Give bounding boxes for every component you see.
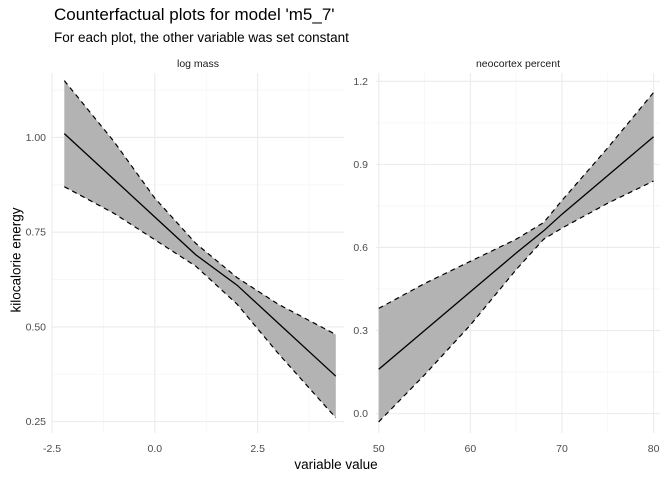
interval-band	[378, 92, 654, 422]
mean-line	[378, 136, 655, 370]
y-tick-label: 0.75	[26, 227, 47, 239]
y-tick-label: 1.2	[353, 76, 368, 88]
upper-bound-line	[378, 92, 655, 309]
chart-subtitle: For each plot, the other variable was se…	[54, 30, 349, 45]
panel-neocortex-percent: neocortex percent 50 60 70 80 0.0 0.3 0.6 0.9 1.2	[353, 58, 660, 455]
y-tick-label: 0.0	[353, 408, 368, 420]
chart-title: Counterfactual plots for model 'm5_7'	[54, 5, 335, 24]
interval-band	[64, 80, 336, 418]
x-tick-label: 80	[648, 443, 660, 455]
x-tick-label: 70	[556, 443, 568, 455]
y-tick-label: 0.25	[26, 416, 47, 428]
x-tick-label: 50	[373, 443, 385, 455]
mean-line	[63, 133, 337, 377]
x-tick-label: -2.5	[43, 443, 61, 455]
y-tick-label: 0.50	[26, 321, 47, 333]
y-tick-label: 0.9	[353, 159, 368, 171]
y-tick-label: 1.00	[26, 132, 47, 144]
x-tick-label: 60	[465, 443, 477, 455]
upper-bound-line	[63, 80, 337, 336]
x-tick-label: 0.0	[148, 443, 163, 455]
y-tick-label: 0.3	[353, 325, 368, 337]
panel-log-mass: log mass -2.5 0.0 2.5 0.25 0.50 0.75 1.00	[26, 58, 344, 455]
y-tick-label: 0.6	[353, 242, 368, 254]
lower-bound-line	[64, 186, 337, 419]
x-tick-label: 2.5	[250, 443, 265, 455]
lower-bound-line	[378, 180, 654, 423]
x-axis-label: variable value	[294, 457, 378, 472]
panel-strip-label: neocortex percent	[476, 58, 560, 70]
panel-strip-label: log mass	[177, 58, 219, 70]
